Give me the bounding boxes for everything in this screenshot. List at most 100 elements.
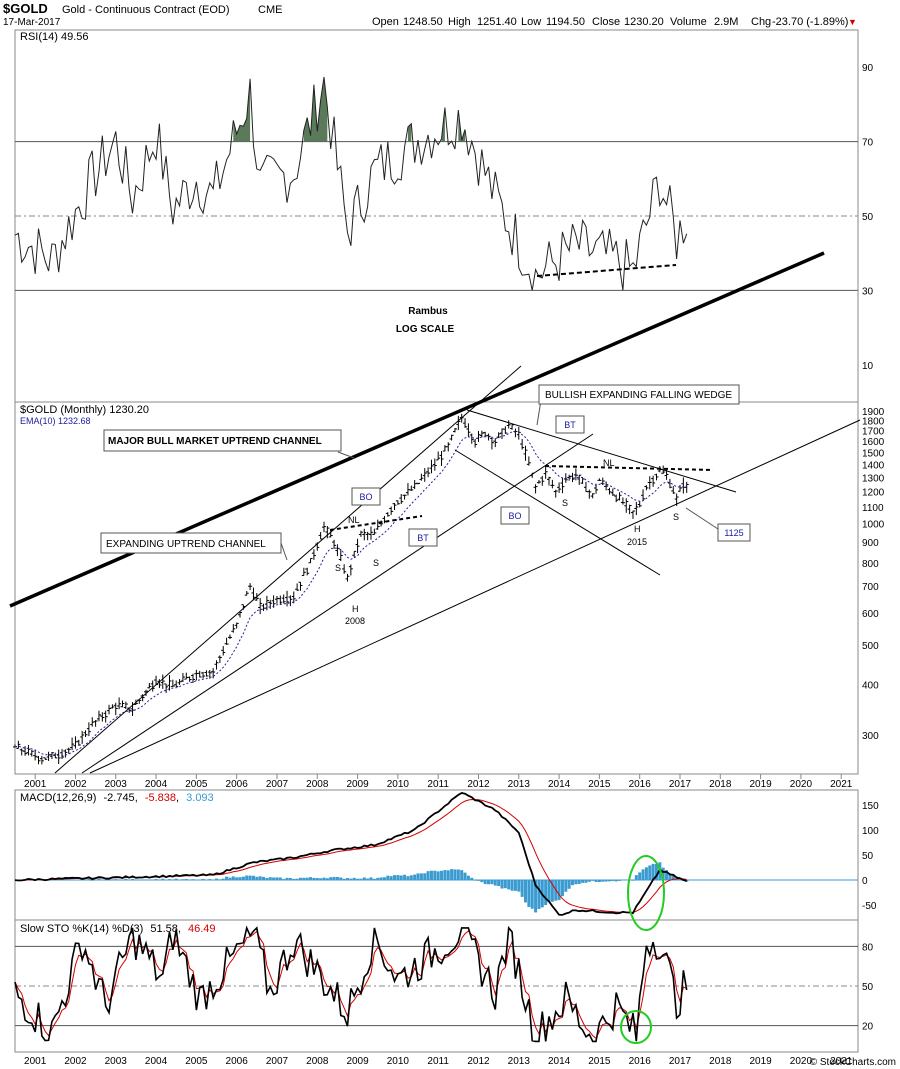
macd-hist-bar — [218, 879, 222, 880]
macd-legend-name: MACD(12,26,9) — [20, 792, 96, 804]
macd-hist-bar — [631, 880, 635, 881]
year-label: 2016 — [629, 1056, 652, 1067]
year-label: 2003 — [105, 1056, 128, 1067]
macd-hist-bar — [144, 879, 148, 880]
macd-hist-bar — [322, 877, 326, 880]
year-label: 2013 — [508, 779, 531, 790]
macd-hist-bar — [490, 880, 494, 885]
target-label: 1125 — [724, 528, 743, 538]
sto-tick-label: 20 — [862, 1022, 874, 1033]
macd-hist-bar — [248, 875, 252, 880]
macd-hist-bar — [70, 879, 74, 880]
year-label: 2017 — [669, 779, 692, 790]
macd-hist-bar — [262, 876, 266, 880]
chg-value: -23.70 (-1.89%) — [772, 16, 848, 28]
macd-hist-bar — [181, 879, 185, 880]
macd-hist-bar — [604, 880, 608, 882]
macd-hist-bar — [597, 880, 601, 883]
open-label: Open — [372, 16, 399, 28]
year-label: 2003 — [105, 779, 128, 790]
bt-box-2008 — [408, 528, 438, 547]
sto-legend: Slow STO %K(14) %D(3) 51.58, 46.49 — [20, 923, 216, 935]
head-2008: H — [352, 604, 359, 614]
macd-hist-bar — [409, 875, 413, 880]
macd-hist-bar — [564, 880, 568, 892]
macd-hist-bar — [154, 879, 158, 880]
year-label: 2020 — [790, 779, 813, 790]
macd-hist-bar — [426, 871, 430, 880]
rsi-legend: RSI(14) 49.56 — [20, 31, 88, 43]
macd-tick-label: -50 — [862, 901, 877, 912]
macd-hist-bar — [530, 880, 534, 909]
sto-axis-ticks: 20 50 80 — [862, 942, 874, 1032]
macd-hist-bar — [641, 869, 645, 880]
macd-hist-bar — [567, 880, 571, 889]
macd-hist-bar — [305, 877, 309, 880]
year-label: 2012 — [467, 779, 490, 790]
macd-hist-bar — [325, 878, 329, 880]
macd-hist-bar — [285, 877, 289, 880]
major-channel-callout — [103, 429, 342, 452]
macd-hist-bar — [238, 877, 242, 880]
price-tick-label: 1200 — [862, 488, 885, 499]
year-label: 2014 — [548, 779, 571, 790]
macd-hist-bar — [419, 873, 423, 880]
year-label: 2016 — [629, 779, 652, 790]
price-tick-label: 300 — [862, 731, 879, 742]
rsi-overbought-area — [233, 78, 251, 142]
year-label: 2005 — [185, 1056, 208, 1067]
log-scale-note: LOG SCALE — [396, 324, 455, 335]
rsi-tick-label: 70 — [862, 138, 874, 149]
macd-hist-bar — [131, 879, 135, 880]
right-shoulder-2008: S — [373, 558, 379, 568]
macd-legend-hist: 3.093 — [186, 792, 214, 804]
macd-hist-bar — [665, 870, 669, 880]
high-label: High — [448, 16, 471, 28]
macd-hist-bar — [386, 875, 390, 880]
macd-hist-bar — [416, 873, 420, 880]
macd-hist-bar — [362, 877, 366, 880]
price-tick-label: 800 — [862, 559, 879, 570]
macd-hist-bar — [591, 880, 595, 881]
macd-hist-bar — [507, 880, 511, 890]
ema-legend: EMA(10) 1232.68 — [20, 416, 91, 426]
year-label: 2011 — [427, 779, 449, 790]
macd-tick-label: 50 — [862, 851, 874, 862]
macd-hist-bar — [594, 880, 598, 882]
wedge-label: BULLISH EXPANDING FALLING WEDGE — [545, 390, 732, 401]
macd-hist-bar — [295, 878, 299, 880]
chart-header: $GOLD Gold - Continuous Contract (EOD) C… — [3, 1, 857, 28]
price-tick-label: 1600 — [862, 437, 885, 448]
macd-hist-bar — [440, 870, 444, 880]
macd-hist-bar — [399, 875, 403, 880]
year-label: 2010 — [387, 1056, 410, 1067]
macd-hist-bar — [483, 880, 487, 885]
bt-box-2013 — [555, 415, 585, 434]
macd-hist-bar — [503, 880, 507, 889]
year-2015-note: 2015 — [627, 537, 647, 547]
macd-highlight-ellipse — [627, 855, 665, 931]
macd-hist-bar — [571, 880, 575, 886]
macd-hist-bar — [268, 877, 272, 880]
right-shoulder-2015: S — [673, 512, 679, 522]
macd-hist-bar — [678, 879, 682, 880]
rsi-tick-label: 30 — [862, 286, 874, 297]
macd-legend-value: -2.745 — [103, 792, 134, 804]
sto-tick-label: 80 — [862, 942, 874, 953]
year-label: 2021 — [830, 779, 853, 790]
macd-hist-bar — [584, 880, 588, 883]
macd-panel-frame — [14, 789, 859, 921]
macd-hist-bar — [382, 877, 386, 880]
macd-hist-bar — [332, 876, 336, 880]
macd-hist-bar — [611, 880, 615, 882]
price-panel: MAJOR BULL MARKET UPTREND CHANNEL EXPAND… — [9, 251, 861, 774]
year-label: 2015 — [588, 779, 611, 790]
target-box — [717, 523, 751, 542]
rambus-note: Rambus — [408, 306, 448, 317]
year-label: 2017 — [669, 1056, 692, 1067]
year-label: 2009 — [346, 779, 369, 790]
macd-hist-bar — [403, 874, 407, 880]
macd-hist-bar — [329, 877, 333, 880]
year-label: 2013 — [508, 1056, 531, 1067]
